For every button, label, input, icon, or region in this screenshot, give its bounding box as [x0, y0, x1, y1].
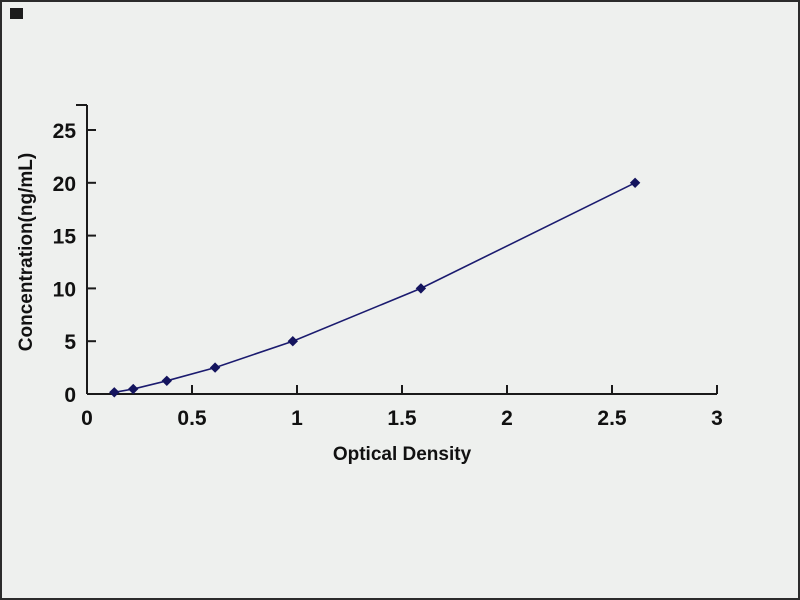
data-point — [127, 383, 139, 395]
data-point — [287, 335, 299, 347]
y-tick-label: 5 — [64, 331, 76, 354]
data-point — [415, 283, 427, 294]
plot-area: 0 0.5 1 1.5 2 2.5 3 0 5 10 15 20 25 — [53, 104, 723, 430]
y-tick-label: 10 — [53, 278, 76, 301]
y-tick-label: 25 — [53, 120, 77, 143]
data-point — [161, 375, 173, 387]
y-tick-label: 0 — [64, 384, 76, 407]
data-point — [629, 177, 641, 189]
y-tick-label: 20 — [53, 173, 76, 196]
x-tick-label: 0 — [81, 407, 93, 430]
data-point — [209, 362, 221, 373]
x-tick-label: 1.5 — [387, 407, 417, 430]
data-point — [109, 387, 120, 398]
x-axis-label: Optical Density — [333, 444, 472, 465]
x-tick-label: 3 — [711, 407, 723, 430]
y-axis-label: Concentration(ng/mL) — [16, 153, 37, 351]
x-tick-label: 2.5 — [597, 407, 627, 430]
x-tick-label: 1 — [291, 407, 303, 430]
x-tick-label: 2 — [501, 407, 513, 430]
corner-mark — [10, 8, 23, 19]
series-line — [114, 182, 636, 394]
x-tick-label: 0.5 — [177, 407, 207, 430]
y-tick-label: 15 — [53, 226, 77, 249]
